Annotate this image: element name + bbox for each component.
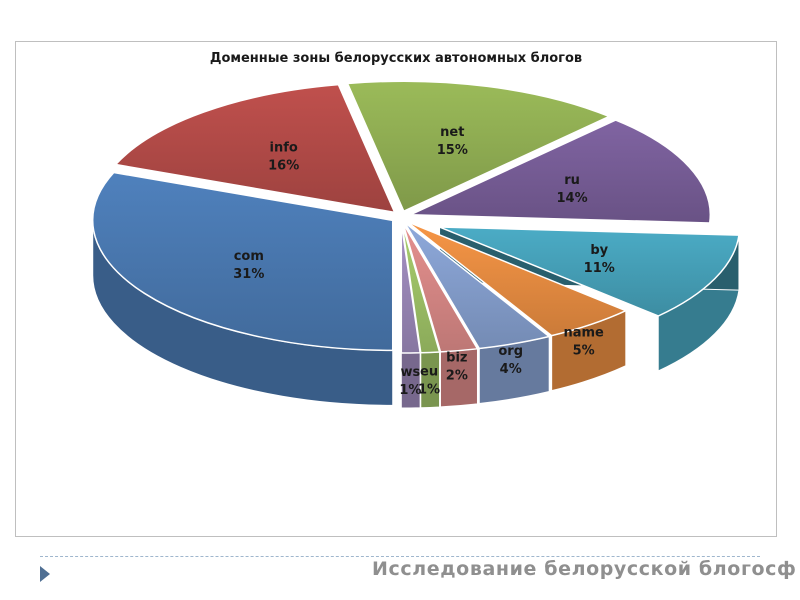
slice-value-info: 16% (268, 158, 299, 173)
slice-value-biz: 2% (446, 369, 468, 384)
slice-side-eu (420, 351, 441, 409)
chart-frame: Доменные зоны белорусских автономных бло… (15, 41, 777, 537)
slice-value-name: 5% (573, 344, 595, 359)
slice-value-ru: 14% (557, 191, 588, 206)
slice-net (346, 80, 612, 213)
pie-chart: com 31% info 16% net 15% ru 14% by 11% name 5% org 4%… (91, 80, 740, 409)
slice-side-ws (400, 352, 421, 409)
slice-biz (402, 222, 479, 353)
pie-tops (91, 80, 740, 354)
footer-arrow-icon (40, 566, 50, 582)
slice-label-eu: eu (420, 364, 438, 379)
slice-ru (409, 119, 712, 224)
pie-labels: com 31% info 16% net 15% ru 14% by 11% name 5% org 4%… (233, 125, 615, 398)
slice-name (406, 221, 628, 337)
footer-text: Исследование белорусской блогосф (372, 558, 797, 580)
slice-value-net: 15% (437, 143, 468, 158)
slice-value-com: 31% (233, 267, 264, 282)
slice-info (114, 83, 396, 214)
slice-org (404, 221, 551, 350)
slice-value-eu: 1% (418, 382, 440, 397)
slice-com (91, 171, 394, 352)
slice-label-by: by (590, 243, 608, 258)
slice-label-biz: biz (446, 351, 467, 366)
slice-label-info: info (270, 140, 298, 155)
slice-ws (400, 222, 422, 354)
slice-label-com: com (234, 249, 264, 264)
slice-label-net: net (440, 125, 464, 140)
slice-label-ru: ru (564, 173, 580, 188)
chart-title: Доменные зоны белорусских автономных бло… (209, 51, 583, 66)
slice-value-by: 11% (584, 261, 615, 276)
slice-label-name: name (563, 326, 604, 341)
slice-label-org: org (498, 344, 523, 359)
slice-by (439, 226, 740, 317)
slice-label-ws: ws (400, 365, 420, 380)
slice-value-org: 4% (500, 362, 522, 377)
slice-value-ws: 1% (399, 383, 421, 398)
footer-divider (40, 556, 760, 557)
